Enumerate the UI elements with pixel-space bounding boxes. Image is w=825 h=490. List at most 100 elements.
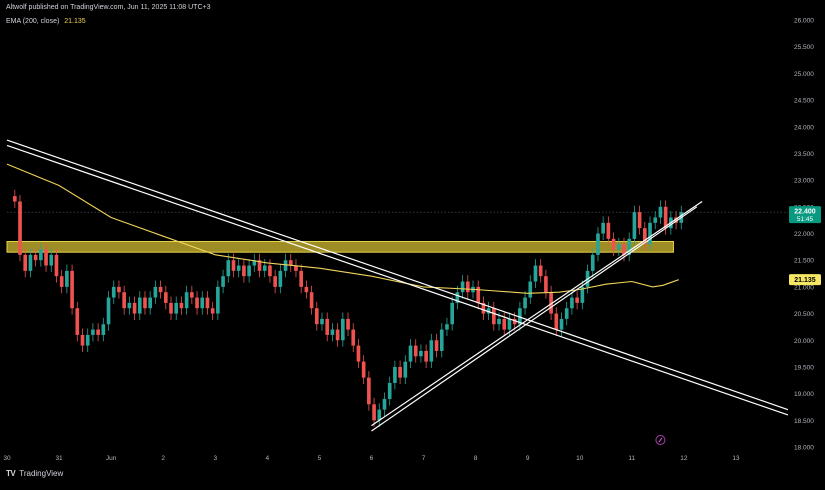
candle-body <box>674 217 678 223</box>
trend-line <box>6 139 789 411</box>
candle-body <box>346 318 350 330</box>
candle-body <box>205 297 210 309</box>
x-tick-label: 7 <box>422 455 426 462</box>
candle-body <box>304 286 309 293</box>
x-tick-label: 13 <box>732 455 740 462</box>
candle-body <box>424 350 428 362</box>
candle-body <box>502 318 507 330</box>
y-tick-label: 23.500 <box>794 151 814 158</box>
candle-body <box>403 361 408 378</box>
y-tick-label: 25.500 <box>794 44 814 51</box>
candle-body <box>648 222 652 245</box>
candle-body <box>127 302 132 309</box>
ema-layer <box>6 163 679 294</box>
y-tick-label: 26.000 <box>794 18 814 25</box>
candle-body <box>70 270 74 309</box>
y-tick-label: 19.500 <box>794 364 814 371</box>
candle-body <box>367 377 371 405</box>
candle-body <box>627 238 632 255</box>
candle-body <box>434 340 439 351</box>
candle-body <box>320 318 324 325</box>
candle-body <box>106 297 111 325</box>
candle-body <box>65 270 69 287</box>
candle-body <box>538 265 543 277</box>
candle-body <box>653 217 658 223</box>
candle-body <box>59 276 64 287</box>
candle-body <box>419 350 423 357</box>
publish-attribution: Altwolf published on TradingView.com, Ju… <box>6 4 211 11</box>
candle-body <box>486 308 491 314</box>
candle-body <box>632 212 637 239</box>
ema-line <box>6 163 679 294</box>
x-tick-label: 2 <box>161 455 165 462</box>
candle-body <box>101 324 106 335</box>
candle-body <box>361 361 366 378</box>
candle-body <box>377 409 382 421</box>
candle-body <box>372 404 376 421</box>
x-tick-label: 11 <box>628 455 635 462</box>
candle-body <box>564 308 569 319</box>
candle-body <box>596 233 600 255</box>
candle-body <box>117 286 121 293</box>
event-marker-icon <box>655 435 666 445</box>
last-price-tag <box>789 206 821 224</box>
x-tick-label: Jun <box>106 455 117 462</box>
trendlines-layer <box>6 139 789 432</box>
candle-body <box>559 318 564 330</box>
ema-legend-name: EMA (200, close) <box>6 18 60 25</box>
candle-body <box>18 201 22 255</box>
ema-price-tag <box>789 274 821 286</box>
trend-line <box>371 206 698 432</box>
candle-body <box>481 302 486 314</box>
candle-body <box>49 254 54 266</box>
candle-body <box>262 265 267 271</box>
candle-body <box>216 286 220 314</box>
candle-body <box>611 238 616 250</box>
candle-body <box>341 318 345 341</box>
y-tick-label: 20.000 <box>794 338 814 345</box>
ema-price-value: 21.135 <box>794 277 816 284</box>
candle-body <box>512 318 517 325</box>
ema-legend[interactable]: EMA (200, close) 21.135 <box>6 18 86 25</box>
candle-body <box>544 276 548 293</box>
candle-body <box>91 329 95 335</box>
x-tick-label: 3 <box>213 455 217 462</box>
candle-body <box>637 212 642 229</box>
candle-body <box>200 297 205 309</box>
candle-body <box>111 286 116 298</box>
candle-body <box>393 366 397 383</box>
candles-layer <box>12 189 684 427</box>
candle-body <box>330 329 335 335</box>
candle-body <box>570 297 574 309</box>
candle-body <box>278 270 283 287</box>
candle-body <box>309 292 314 309</box>
candle-body <box>580 286 585 303</box>
y-tick-label: 24.500 <box>794 98 814 105</box>
candle-body <box>294 265 298 271</box>
candle-body <box>356 345 361 362</box>
tradingview-footer[interactable]: TV TradingView <box>6 469 63 478</box>
trend-line <box>6 144 789 416</box>
candle-body <box>642 228 647 245</box>
y-tick-label: 19.000 <box>794 391 814 398</box>
y-tick-label: 25.000 <box>794 71 814 78</box>
y-tick-label: 18.000 <box>794 445 814 452</box>
candle-body <box>601 222 605 234</box>
candle-body <box>190 292 194 298</box>
candle-body <box>445 324 449 330</box>
y-tick-label: 21.000 <box>794 284 814 291</box>
axis-layer: 26.000 25.500 25.000 24.500 24.000 23.500 23.0… <box>3 18 814 463</box>
candle-body <box>54 254 59 277</box>
candle-body <box>85 334 90 346</box>
candle-body <box>75 308 80 335</box>
candle-body <box>122 292 126 309</box>
candle-body <box>39 249 43 261</box>
candle-body <box>226 260 231 277</box>
candle-body <box>528 281 533 298</box>
x-tick-label: 30 <box>3 455 11 462</box>
candle-body <box>351 329 356 346</box>
candle-body <box>606 222 611 239</box>
candle-body <box>231 260 236 271</box>
